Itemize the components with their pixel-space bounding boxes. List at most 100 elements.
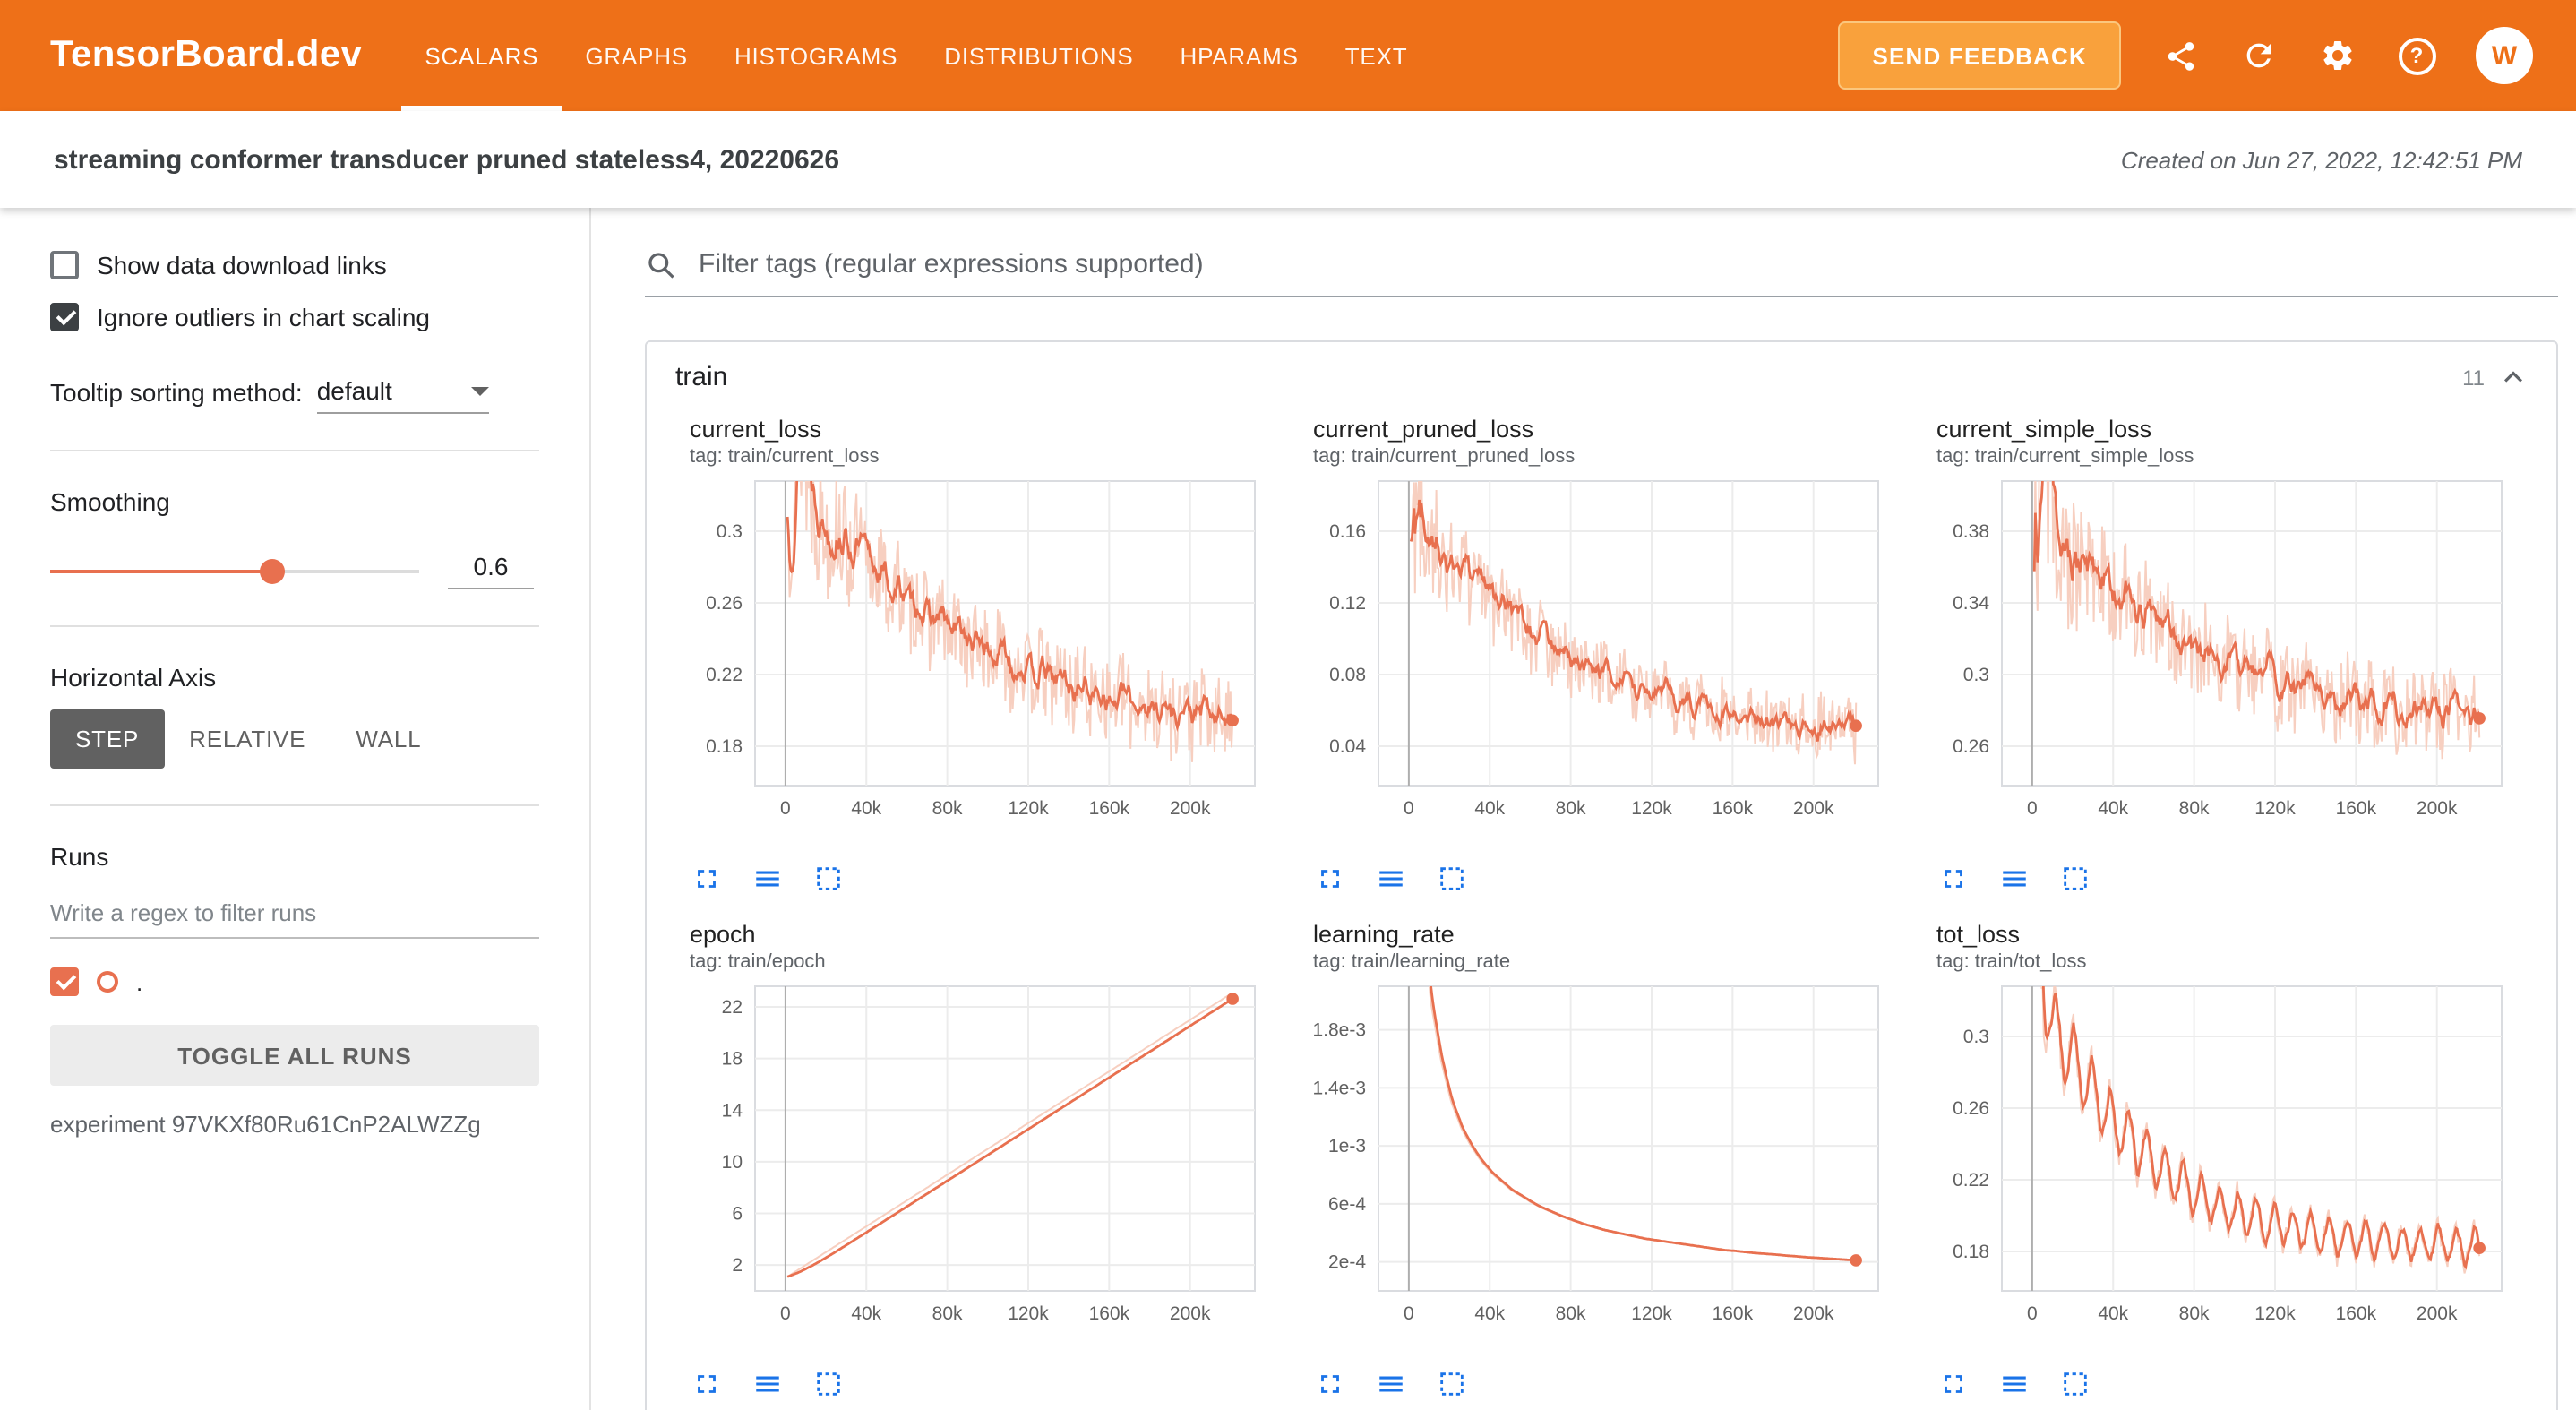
svg-text:120k: 120k — [2254, 798, 2296, 819]
svg-text:1e-3: 1e-3 — [1328, 1136, 1366, 1156]
send-feedback-button[interactable]: SEND FEEDBACK — [1838, 21, 2121, 90]
line-chart[interactable]: 0.26 0.3 0.34 0.38 0 40k 80k 120k 160k 200k — [1922, 475, 2513, 847]
expand-chart-icon[interactable] — [1313, 1369, 1345, 1401]
svg-text:80k: 80k — [932, 1303, 963, 1324]
fit-domain-icon[interactable] — [1435, 1369, 1467, 1401]
tooltip-sort-select[interactable]: default — [316, 371, 489, 414]
runs-label: Runs — [50, 842, 109, 871]
axis-wall-button[interactable]: WALL — [331, 709, 446, 769]
line-chart[interactable]: 0.04 0.08 0.12 0.16 0 40k 80k 120k 160k 200k — [1299, 475, 1890, 847]
filter-tags-input[interactable] — [695, 247, 2558, 281]
tab-text[interactable]: TEXT — [1344, 42, 1408, 69]
slider-thumb[interactable] — [259, 558, 285, 583]
run-row[interactable]: . — [50, 967, 539, 996]
show-download-links-checkbox[interactable]: Show data download links — [50, 251, 539, 279]
svg-text:200k: 200k — [2417, 798, 2458, 819]
chart-title: current_simple_loss — [1936, 416, 2152, 443]
ignore-outliers-checkbox[interactable]: Ignore outliers in chart scaling — [50, 303, 539, 331]
app-logo: TensorBoard.dev — [50, 34, 363, 75]
svg-text:200k: 200k — [1170, 1303, 1211, 1324]
smoothing-label: Smoothing — [50, 487, 170, 516]
refresh-icon[interactable] — [2239, 36, 2279, 75]
svg-text:40k: 40k — [851, 1303, 881, 1324]
view-data-icon[interactable] — [1997, 1369, 2030, 1401]
expand-chart-icon[interactable] — [1936, 864, 1969, 896]
chevron-up-icon[interactable] — [2499, 363, 2528, 391]
svg-text:40k: 40k — [2098, 1303, 2128, 1324]
top-bar: TensorBoard.dev SCALARS GRAPHS HISTOGRAM… — [0, 0, 2576, 111]
checkbox-label: Show data download links — [97, 251, 387, 279]
chart-tag: tag: train/learning_rate — [1313, 951, 1511, 973]
divider — [50, 625, 539, 627]
run-checkbox[interactable] — [50, 967, 79, 996]
toggle-all-runs-button[interactable]: TOGGLE ALL RUNS — [50, 1025, 539, 1086]
view-data-icon[interactable] — [751, 864, 783, 896]
run-color-swatch[interactable] — [97, 971, 118, 993]
tab-distributions[interactable]: DISTRIBUTIONS — [944, 42, 1134, 69]
svg-text:80k: 80k — [1556, 798, 1586, 819]
fit-domain-icon[interactable] — [1435, 864, 1467, 896]
svg-text:80k: 80k — [932, 798, 963, 819]
svg-text:0.38: 0.38 — [1953, 521, 1989, 542]
fit-domain-icon[interactable] — [2058, 1369, 2091, 1401]
svg-text:0.26: 0.26 — [706, 593, 743, 614]
tab-histograms[interactable]: HISTOGRAMS — [734, 42, 898, 69]
axis-step-button[interactable]: STEP — [50, 709, 165, 769]
chart-card-epoch: epoch tag: train/epoch 2 6 10 14 18 22 0 40k 80k… — [675, 921, 1267, 1401]
search-icon — [648, 252, 674, 278]
view-data-icon[interactable] — [1997, 864, 2030, 896]
view-data-icon[interactable] — [751, 1369, 783, 1401]
tab-graphs[interactable]: GRAPHS — [585, 42, 688, 69]
line-chart[interactable]: 2e-4 6e-4 1e-3 1.4e-3 1.8e-3 0 40k 80k 120k 160k 2… — [1299, 980, 1890, 1353]
line-chart[interactable]: 2 6 10 14 18 22 0 40k 80k 120k 160k 200k — [675, 980, 1267, 1353]
tooltip-sort-row: Tooltip sorting method: default — [50, 371, 539, 414]
line-chart[interactable]: 0.18 0.22 0.26 0.3 0 40k 80k 120k 160k 200k — [675, 475, 1267, 847]
svg-text:0.22: 0.22 — [1953, 1170, 1989, 1191]
fit-domain-icon[interactable] — [811, 1369, 844, 1401]
expand-chart-icon[interactable] — [690, 1369, 722, 1401]
svg-text:0.22: 0.22 — [706, 665, 743, 685]
smoothing-value[interactable]: 0.6 — [448, 552, 534, 589]
line-chart[interactable]: 0.18 0.22 0.26 0.3 0 40k 80k 120k 160k 200k — [1922, 980, 2513, 1353]
view-data-icon[interactable] — [1374, 864, 1406, 896]
expand-chart-icon[interactable] — [1313, 864, 1345, 896]
chart-toolbar — [1936, 1369, 2513, 1401]
chart-tag: tag: train/current_pruned_loss — [1313, 446, 1576, 468]
svg-text:160k: 160k — [1713, 798, 1754, 819]
svg-text:160k: 160k — [2336, 798, 2377, 819]
svg-text:200k: 200k — [1793, 798, 1834, 819]
svg-text:0.34: 0.34 — [1953, 593, 1989, 614]
fit-domain-icon[interactable] — [2058, 864, 2091, 896]
svg-text:0.04: 0.04 — [1329, 736, 1366, 757]
chart-card-current-simple-loss: current_simple_loss tag: train/current_s… — [1922, 416, 2513, 896]
svg-text:0: 0 — [2027, 798, 2038, 819]
axis-relative-button[interactable]: RELATIVE — [164, 709, 331, 769]
svg-text:1.8e-3: 1.8e-3 — [1312, 1020, 1366, 1041]
checkbox-icon[interactable] — [50, 251, 79, 279]
avatar[interactable]: W — [2476, 27, 2533, 84]
svg-text:0.3: 0.3 — [1963, 665, 1989, 685]
svg-text:160k: 160k — [1713, 1303, 1754, 1324]
created-timestamp: Created on Jun 27, 2022, 12:42:51 PM — [2120, 146, 2522, 173]
help-icon[interactable]: ? — [2397, 36, 2436, 75]
experiment-header: streaming conformer transducer pruned st… — [0, 111, 2576, 208]
horizontal-axis-buttons: STEP RELATIVE WALL — [50, 709, 539, 769]
tab-scalars[interactable]: SCALARS — [401, 0, 562, 111]
chart-toolbar — [690, 864, 1267, 896]
view-data-icon[interactable] — [1374, 1369, 1406, 1401]
expand-chart-icon[interactable] — [1936, 1369, 1969, 1401]
svg-text:18: 18 — [722, 1049, 743, 1070]
share-icon[interactable] — [2160, 36, 2200, 75]
checkbox-icon[interactable] — [50, 303, 79, 331]
chart-card-current-loss: current_loss tag: train/current_loss 0.1… — [675, 416, 1267, 896]
runs-filter-input[interactable] — [50, 889, 539, 939]
settings-icon[interactable] — [2318, 36, 2357, 75]
svg-text:10: 10 — [722, 1152, 743, 1173]
fit-domain-icon[interactable] — [811, 864, 844, 896]
svg-text:40k: 40k — [851, 798, 881, 819]
tab-hparams[interactable]: HPARAMS — [1180, 42, 1299, 69]
smoothing-slider[interactable] — [50, 558, 419, 583]
train-card-header[interactable]: train 11 — [647, 342, 2556, 412]
expand-chart-icon[interactable] — [690, 864, 722, 896]
horizontal-axis-label: Horizontal Axis — [50, 663, 217, 692]
